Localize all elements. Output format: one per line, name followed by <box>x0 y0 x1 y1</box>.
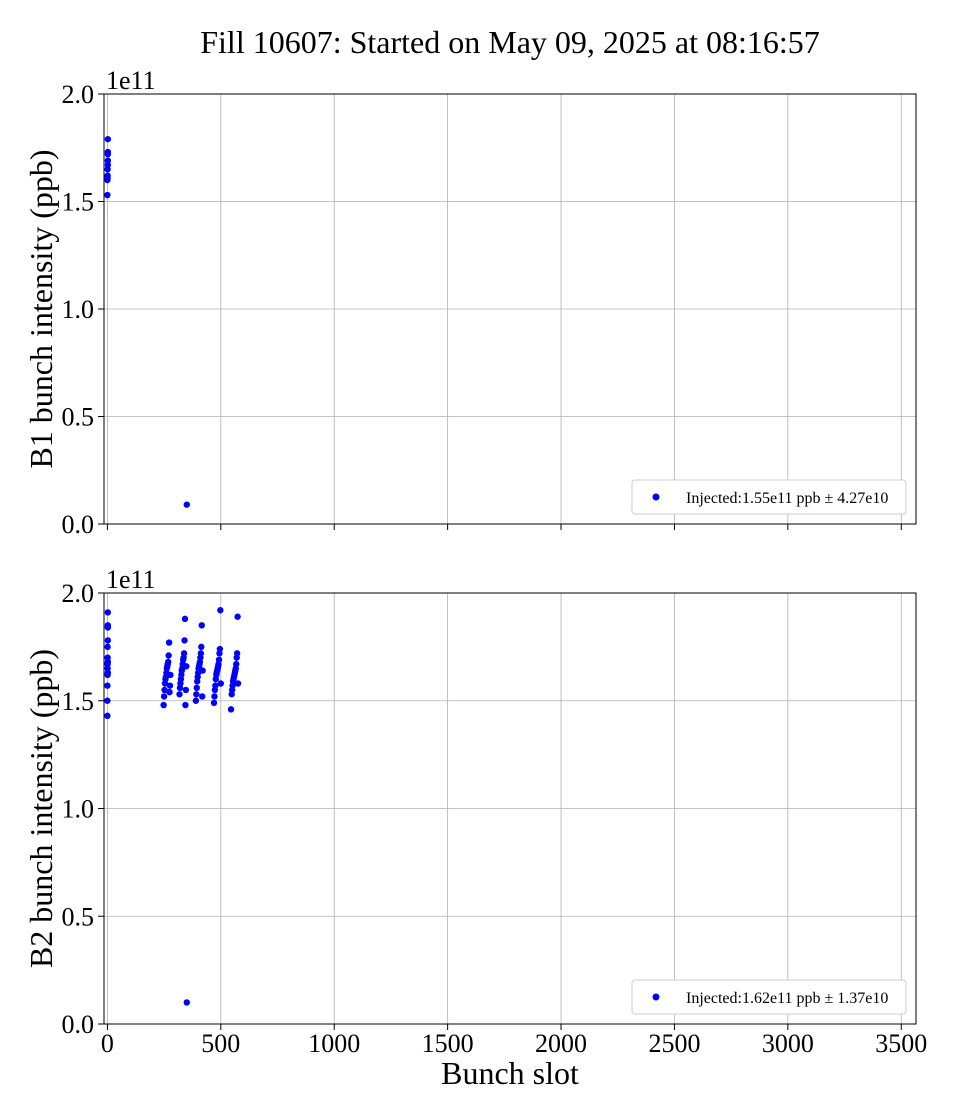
data-point <box>198 622 205 629</box>
data-point <box>227 706 235 713</box>
chart-title: Fill 10607: Started on May 09, 2025 at 0… <box>200 24 820 60</box>
grid-lines <box>104 592 916 1025</box>
y-tick-label: 1.5 <box>62 188 95 217</box>
y-tick-label: 0.0 <box>62 1010 95 1039</box>
data-point <box>104 637 112 644</box>
data-point <box>192 697 200 704</box>
data-point <box>180 650 188 657</box>
y-tick-label: 0.5 <box>62 902 95 931</box>
x-tick-label: 3500 <box>875 1029 927 1058</box>
x-tick-label: 2500 <box>648 1029 700 1058</box>
y-tick-label: 1.0 <box>62 795 95 824</box>
y-tick-label: 2.0 <box>62 579 95 608</box>
data-point <box>160 693 168 700</box>
data-point <box>234 680 242 687</box>
data-point <box>199 693 206 700</box>
data-point <box>197 650 205 657</box>
legend: Injected:1.62e11 ppb ± 1.37e10 <box>631 979 907 1015</box>
data-point <box>104 697 111 704</box>
data-point <box>181 615 189 623</box>
legend-label: Injected:1.55e11 ppb ± 4.27e10 <box>686 490 888 507</box>
data-point <box>233 660 240 668</box>
data-point <box>217 607 224 614</box>
x-tick-label: 500 <box>201 1029 240 1058</box>
data-point <box>211 693 218 700</box>
y-tick-label: 1.0 <box>62 295 95 324</box>
data-point <box>166 688 173 696</box>
data-point <box>210 699 218 707</box>
data-point <box>181 637 188 644</box>
legend-box <box>631 979 907 1015</box>
data-point <box>193 684 200 692</box>
y-tick-label: 0.0 <box>62 510 95 539</box>
data-point <box>164 658 172 666</box>
data-point <box>198 643 205 651</box>
data-points <box>104 607 242 1006</box>
x-tick-label: 1500 <box>422 1029 474 1058</box>
y-offset-text: 1e11 <box>106 565 156 594</box>
b2-intensity-panel: 0 500 1000 1500 2000 2500 3000 3500 0.0 0.5 1.0 1.5… <box>23 565 927 1058</box>
y-tick-label: 0.5 <box>62 403 95 432</box>
data-point <box>104 643 111 651</box>
data-point <box>182 701 189 709</box>
legend-box <box>631 479 907 515</box>
legend-marker <box>652 993 660 1001</box>
x-tick-label: 3000 <box>762 1029 814 1058</box>
data-point <box>104 157 112 164</box>
data-point <box>166 682 174 689</box>
data-point <box>160 701 167 709</box>
x-tick-label: 2000 <box>535 1029 587 1058</box>
x-axis-label: Bunch slot <box>441 1055 579 1091</box>
data-point <box>104 172 111 179</box>
data-point <box>165 639 173 646</box>
data-point <box>104 682 111 689</box>
data-point <box>182 686 190 694</box>
data-point <box>212 682 219 689</box>
data-point <box>104 658 112 666</box>
data-point <box>183 663 190 670</box>
data-point <box>104 669 112 676</box>
y-axis-label: B1 bunch intensity (ppb) <box>23 149 59 468</box>
data-point <box>193 691 200 698</box>
data-point <box>216 645 224 653</box>
data-point <box>104 712 111 720</box>
data-point <box>183 501 190 508</box>
data-point <box>104 609 112 616</box>
b1-intensity-panel: 0.0 0.5 1.0 1.5 2.0 1e11 B1 bunch intensity … <box>23 66 917 539</box>
data-point <box>104 148 112 156</box>
legend-marker <box>652 493 660 501</box>
legend: Injected:1.55e11 ppb ± 4.27e10 <box>631 479 907 515</box>
data-point <box>167 671 174 679</box>
data-points <box>104 135 190 508</box>
data-point <box>215 656 223 664</box>
y-axis-label: B2 bunch intensity (ppb) <box>23 649 59 968</box>
y-offset-text: 1e11 <box>106 66 156 95</box>
data-point <box>217 680 225 687</box>
grid-lines <box>104 93 916 525</box>
x-tick-label: 0 <box>101 1029 114 1058</box>
data-point <box>104 135 112 143</box>
axis-ticks: 0.0 0.5 1.0 1.5 2.0 <box>62 80 902 539</box>
legend-label: Injected:1.62e11 ppb ± 1.37e10 <box>686 990 888 1007</box>
data-point <box>104 191 111 199</box>
data-point <box>199 667 206 674</box>
data-point <box>104 622 112 629</box>
x-tick-label: 1000 <box>308 1029 360 1058</box>
y-tick-label: 1.5 <box>62 687 95 716</box>
data-point <box>176 691 183 698</box>
axis-ticks: 0 500 1000 1500 2000 2500 3000 3500 0.0 0.5 1.0 1.5… <box>62 579 928 1058</box>
data-point <box>165 652 172 659</box>
data-point <box>161 686 168 694</box>
y-tick-label: 2.0 <box>62 80 95 109</box>
data-point <box>234 613 241 620</box>
data-point <box>233 650 241 657</box>
data-point <box>183 999 190 1006</box>
